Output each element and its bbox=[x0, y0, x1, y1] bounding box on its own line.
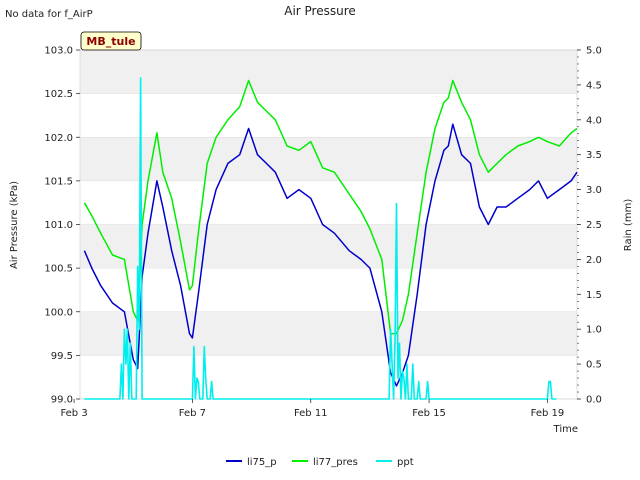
station-badge-label: MB_tule bbox=[86, 35, 135, 48]
x-tick-label: Feb 19 bbox=[531, 408, 565, 419]
series-line-ppt bbox=[84, 77, 557, 400]
x-axis: Feb 3 Feb 7 Feb 11 Feb 15 Feb 19 bbox=[60, 399, 564, 419]
y2-tick-label: 0.0 bbox=[586, 395, 602, 406]
legend-label-li75_p: li75_p bbox=[247, 457, 277, 468]
background-band bbox=[80, 50, 577, 94]
x-tick-label: Feb 3 bbox=[60, 408, 87, 419]
y-tick-label: 102.0 bbox=[44, 133, 73, 144]
y-tick-label: 102.5 bbox=[44, 89, 73, 100]
y-tick-label: 100.0 bbox=[44, 307, 73, 318]
x-tick-label: Feb 11 bbox=[294, 408, 328, 419]
series-line-li75_p bbox=[83, 123, 578, 387]
y-axis-left: 99.0 99.5 100.0 100.5 101.0 101.5 102.0 102.5 10… bbox=[44, 46, 80, 406]
station-badge: MB_tule bbox=[80, 31, 142, 51]
y-tick-label: 100.5 bbox=[44, 264, 73, 275]
background-bands bbox=[80, 50, 577, 356]
legend: li75_p li77_pres ppt bbox=[226, 457, 414, 468]
y2-axis-title: Rain (mm) bbox=[623, 199, 634, 252]
y-tick-label: 101.5 bbox=[44, 176, 73, 187]
y-axis-right: 0.0 0.5 1.0 1.5 2.0 2.5 3.0 3.5 4.0 4.5 5.0 bbox=[577, 46, 602, 406]
no-data-note: No data for f_AirP bbox=[5, 9, 93, 20]
background-band bbox=[80, 224, 577, 269]
background-band bbox=[80, 311, 577, 356]
x-tick-label: Feb 15 bbox=[412, 408, 446, 419]
y2-tick-label: 4.5 bbox=[586, 80, 602, 91]
station-badge-box bbox=[80, 31, 142, 51]
y-tick-label: 101.0 bbox=[44, 220, 73, 231]
series-layer bbox=[83, 77, 578, 400]
y-axis-title: Air Pressure (kPa) bbox=[9, 181, 20, 269]
y2-tick-label: 2.0 bbox=[586, 255, 602, 266]
y2-tick-label: 1.5 bbox=[586, 290, 602, 301]
legend-label-li77_pres: li77_pres bbox=[313, 457, 358, 468]
y2-tick-label: 3.5 bbox=[586, 150, 602, 161]
y2-tick-label: 1.0 bbox=[586, 325, 602, 336]
chart-title: Air Pressure bbox=[284, 4, 356, 18]
y-tick-label: 103.0 bbox=[44, 46, 73, 57]
y-tick-label: 99.0 bbox=[51, 395, 73, 406]
y2-tick-label: 5.0 bbox=[586, 46, 602, 57]
y-tick-label: 99.5 bbox=[51, 351, 73, 362]
legend-label-ppt: ppt bbox=[397, 457, 414, 468]
x-tick-label: Feb 7 bbox=[179, 408, 206, 419]
y2-tick-label: 3.0 bbox=[586, 185, 602, 196]
y2-tick-label: 2.5 bbox=[586, 220, 602, 231]
y2-tick-label: 4.0 bbox=[586, 115, 602, 126]
x-axis-title: Time bbox=[553, 424, 578, 435]
y2-tick-label: 0.5 bbox=[586, 360, 602, 371]
series-line-li77_pres bbox=[83, 79, 578, 335]
